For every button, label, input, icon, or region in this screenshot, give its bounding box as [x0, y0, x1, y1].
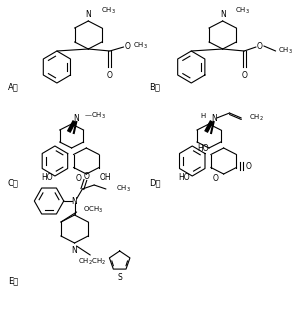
Text: N: N	[74, 114, 79, 122]
Text: CH$_3$: CH$_3$	[116, 184, 131, 194]
Text: N: N	[211, 114, 217, 122]
Text: O: O	[257, 41, 263, 51]
Text: CH$_2$: CH$_2$	[249, 113, 264, 123]
Text: CH$_3$: CH$_3$	[235, 6, 250, 16]
Text: O: O	[245, 162, 251, 170]
Text: S: S	[117, 273, 122, 282]
Text: C．: C．	[8, 178, 19, 187]
Text: HO: HO	[178, 172, 190, 181]
Text: E．: E．	[8, 276, 18, 286]
Text: O: O	[107, 71, 113, 80]
Text: H: H	[201, 113, 206, 119]
Text: D．: D．	[149, 178, 160, 187]
Text: B．: B．	[149, 82, 160, 91]
Text: HO: HO	[197, 144, 209, 153]
Text: CH$_2$CH$_2$: CH$_2$CH$_2$	[78, 257, 107, 267]
Text: O: O	[124, 41, 130, 51]
Text: N: N	[86, 10, 91, 19]
Text: CH$_3$: CH$_3$	[133, 41, 148, 51]
Text: N: N	[72, 197, 77, 206]
Text: —CH$_3$: —CH$_3$	[84, 111, 106, 121]
Text: HO: HO	[41, 172, 53, 181]
Text: N: N	[220, 10, 226, 19]
Text: O: O	[83, 172, 89, 181]
Text: A．: A．	[8, 82, 19, 91]
Text: O: O	[76, 173, 81, 182]
Text: OH: OH	[100, 172, 112, 181]
Text: O: O	[213, 173, 219, 182]
Text: OCH$_3$: OCH$_3$	[83, 205, 103, 215]
Text: CH$_3$: CH$_3$	[101, 6, 116, 16]
Text: N: N	[72, 246, 77, 255]
Text: O: O	[241, 71, 247, 80]
Text: CH$_3$: CH$_3$	[278, 46, 293, 56]
